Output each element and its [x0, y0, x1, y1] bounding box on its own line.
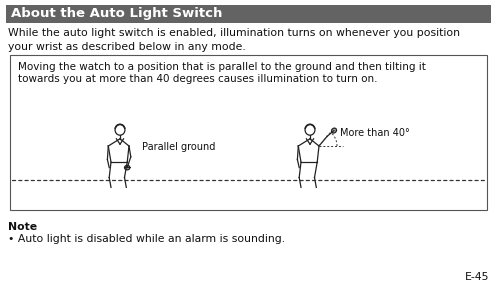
Text: E-45: E-45	[465, 272, 489, 282]
Ellipse shape	[125, 165, 130, 170]
Text: towards you at more than 40 degrees causes illumination to turn on.: towards you at more than 40 degrees caus…	[18, 74, 378, 84]
Text: About the Auto Light Switch: About the Auto Light Switch	[11, 8, 222, 21]
Bar	[6, 5, 491, 23]
Text: While the auto light switch is enabled, illumination turns on whenever you posit: While the auto light switch is enabled, …	[8, 28, 460, 52]
Ellipse shape	[331, 128, 336, 133]
Text: Parallel ground: Parallel ground	[142, 142, 215, 152]
Text: Moving the watch to a position that is parallel to the ground and then tilting i: Moving the watch to a position that is p…	[18, 62, 426, 72]
Text: • Auto light is disabled while an alarm is sounding.: • Auto light is disabled while an alarm …	[8, 234, 285, 244]
Bar	[10, 55, 487, 210]
Text: Note: Note	[8, 222, 37, 232]
Text: More than 40°: More than 40°	[340, 128, 410, 138]
